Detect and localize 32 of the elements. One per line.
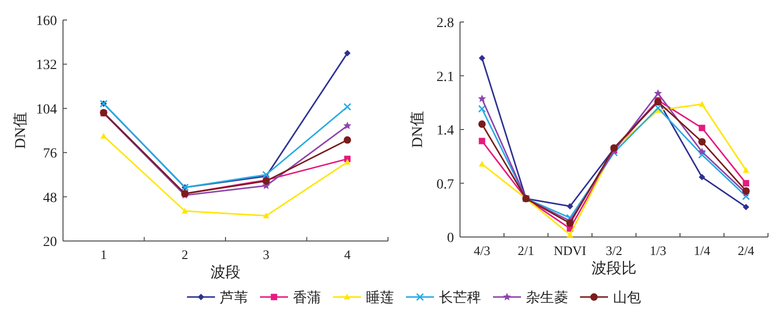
y-axis-title: DN值: [13, 112, 29, 149]
y-tick-label: 160: [36, 14, 57, 29]
x-tick-label: 4/3: [474, 243, 490, 258]
y-tick-label: 1.4: [436, 124, 454, 138]
y-tick-label: 132: [36, 58, 57, 74]
x-tick-label: 3: [262, 247, 270, 262]
y-tick-label: 2.8: [436, 16, 454, 31]
x-tick-label: 1/4: [694, 243, 711, 258]
x-tick-label: 2: [182, 247, 188, 262]
x-tick-label: 1/3: [650, 243, 666, 258]
y-tick-label: 2.1: [436, 70, 454, 85]
y-tick-label: 48: [43, 190, 57, 206]
x-axis-title: 波段比: [592, 260, 636, 277]
y-tick-label: 104: [36, 102, 57, 118]
legend-label: 芦苇: [220, 290, 248, 306]
x-axis-title: 波段: [210, 264, 240, 281]
legend-label: 香蒲: [293, 290, 321, 306]
x-tick-label: NDVI: [554, 243, 586, 258]
y-tick-label: 76: [43, 146, 57, 162]
legend-label: 长芒稗: [439, 290, 481, 306]
y-axis-title: DN值: [410, 111, 426, 148]
y-tick-label: 0: [447, 231, 454, 246]
legend-label: 杂生菱: [526, 290, 568, 306]
legend-label: 睡莲: [366, 290, 394, 306]
x-tick-label: 4: [344, 247, 352, 262]
y-tick-label: 20: [43, 235, 57, 250]
legend-label: 山包: [613, 290, 641, 306]
y-tick-label: 0.7: [436, 177, 454, 192]
x-tick-label: 2/4: [738, 243, 755, 258]
x-tick-label: 1: [100, 247, 107, 262]
x-tick-label: 3/2: [606, 243, 622, 258]
x-tick-label: 2/1: [518, 243, 534, 258]
